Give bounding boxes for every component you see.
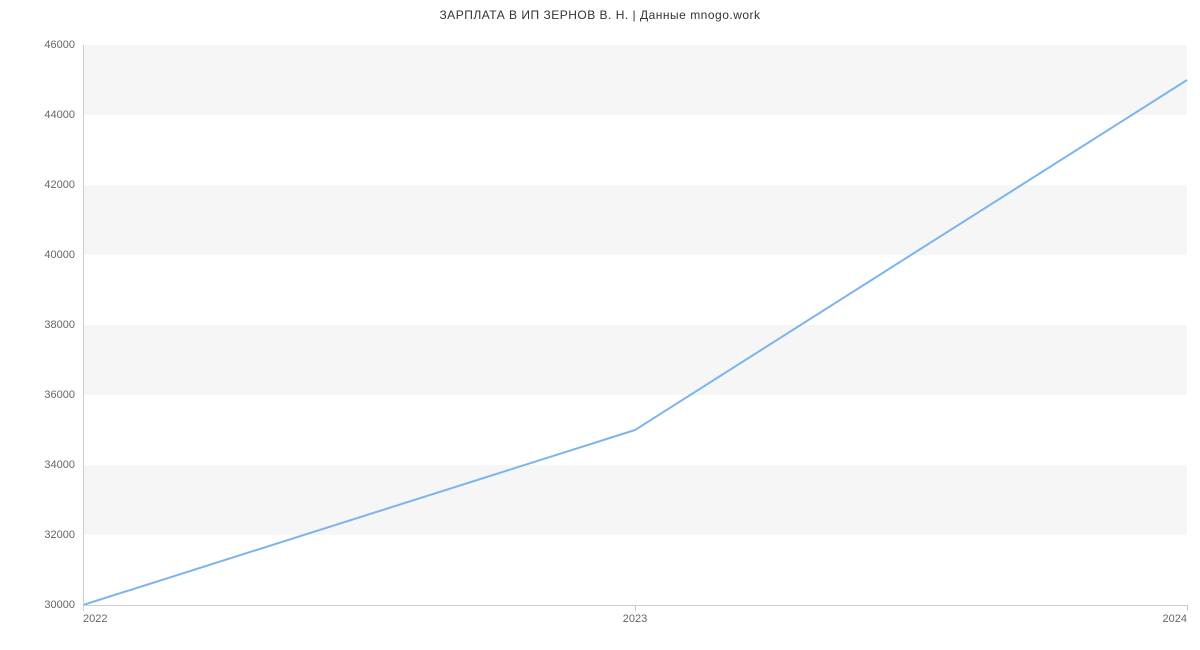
y-tick-label: 40000 bbox=[44, 249, 83, 261]
x-tick-label: 2022 bbox=[83, 605, 107, 625]
y-tick-label: 46000 bbox=[44, 39, 83, 51]
chart-title: ЗАРПЛАТА В ИП ЗЕРНОВ В. Н. | Данные mnog… bbox=[0, 8, 1200, 22]
y-tick-label: 34000 bbox=[44, 459, 83, 471]
plot-area: 3000032000340003600038000400004200044000… bbox=[83, 45, 1187, 605]
series-line bbox=[83, 80, 1187, 605]
x-tick-mark bbox=[1187, 605, 1188, 611]
y-tick-label: 38000 bbox=[44, 319, 83, 331]
x-axis-line bbox=[83, 605, 1187, 606]
y-tick-label: 44000 bbox=[44, 109, 83, 121]
y-tick-label: 42000 bbox=[44, 179, 83, 191]
y-axis-line bbox=[83, 45, 84, 605]
y-tick-label: 36000 bbox=[44, 389, 83, 401]
y-tick-label: 32000 bbox=[44, 529, 83, 541]
y-tick-label: 30000 bbox=[44, 599, 83, 611]
salary-chart: ЗАРПЛАТА В ИП ЗЕРНОВ В. Н. | Данные mnog… bbox=[0, 0, 1200, 650]
x-tick-label: 2023 bbox=[623, 605, 647, 625]
x-tick-label: 2024 bbox=[1163, 605, 1187, 625]
line-series bbox=[83, 45, 1187, 605]
